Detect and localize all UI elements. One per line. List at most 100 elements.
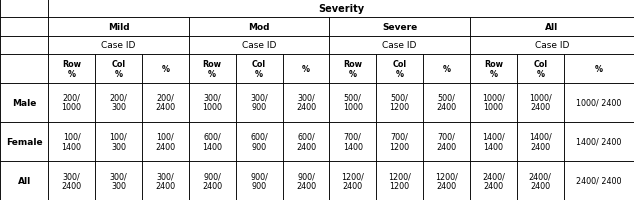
- Text: Mild: Mild: [108, 23, 129, 32]
- Bar: [564, 55, 634, 83]
- Text: Case ID: Case ID: [382, 41, 417, 50]
- Bar: [236, 122, 283, 161]
- Text: 700/
1200: 700/ 1200: [390, 132, 410, 151]
- Text: 1200/
1200: 1200/ 1200: [388, 171, 411, 190]
- Bar: [189, 83, 236, 122]
- Bar: [142, 55, 189, 83]
- Bar: [236, 161, 283, 200]
- Text: 700/
1400: 700/ 1400: [343, 132, 363, 151]
- Text: Col
%: Col %: [533, 60, 547, 78]
- Bar: [330, 122, 376, 161]
- Bar: [142, 122, 189, 161]
- Bar: [330, 36, 470, 55]
- Text: 300/
300: 300/ 300: [110, 171, 127, 190]
- Bar: [564, 161, 634, 200]
- Text: All: All: [545, 23, 559, 32]
- Text: Case ID: Case ID: [535, 41, 569, 50]
- Text: 500/
1000: 500/ 1000: [343, 93, 363, 112]
- Bar: [376, 83, 423, 122]
- Text: 1000/ 2400: 1000/ 2400: [576, 98, 621, 107]
- Text: 1400/
1400: 1400/ 1400: [482, 132, 505, 151]
- Bar: [423, 161, 470, 200]
- Bar: [0, 161, 48, 200]
- Text: 100/
2400: 100/ 2400: [155, 132, 176, 151]
- Bar: [48, 36, 189, 55]
- Text: Male: Male: [12, 98, 36, 107]
- Bar: [142, 161, 189, 200]
- Bar: [470, 161, 517, 200]
- Bar: [376, 122, 423, 161]
- Bar: [470, 122, 517, 161]
- Bar: [48, 0, 634, 18]
- Text: %: %: [595, 64, 603, 73]
- Text: Case ID: Case ID: [101, 41, 136, 50]
- Text: Severe: Severe: [382, 23, 417, 32]
- Text: %: %: [443, 64, 451, 73]
- Bar: [517, 55, 564, 83]
- Bar: [470, 18, 634, 36]
- Bar: [189, 55, 236, 83]
- Bar: [95, 83, 142, 122]
- Text: 300/
1000: 300/ 1000: [202, 93, 222, 112]
- Bar: [564, 122, 634, 161]
- Text: Row
%: Row %: [203, 60, 222, 78]
- Bar: [470, 83, 517, 122]
- Bar: [48, 122, 95, 161]
- Text: 200/
1000: 200/ 1000: [61, 93, 82, 112]
- Text: Col
%: Col %: [392, 60, 407, 78]
- Text: 100/
1400: 100/ 1400: [61, 132, 82, 151]
- Text: 1200/
2400: 1200/ 2400: [435, 171, 458, 190]
- Bar: [189, 122, 236, 161]
- Bar: [283, 55, 330, 83]
- Bar: [142, 83, 189, 122]
- Text: 1400/
2400: 1400/ 2400: [529, 132, 552, 151]
- Text: 600/
1400: 600/ 1400: [202, 132, 222, 151]
- Bar: [376, 161, 423, 200]
- Bar: [330, 18, 470, 36]
- Text: 500/
1200: 500/ 1200: [390, 93, 410, 112]
- Bar: [517, 83, 564, 122]
- Bar: [330, 83, 376, 122]
- Text: 200/
300: 200/ 300: [110, 93, 127, 112]
- Bar: [0, 36, 48, 55]
- Text: Case ID: Case ID: [242, 41, 276, 50]
- Bar: [236, 83, 283, 122]
- Bar: [236, 55, 283, 83]
- Bar: [517, 161, 564, 200]
- Text: 1000/
2400: 1000/ 2400: [529, 93, 552, 112]
- Text: 1200/
2400: 1200/ 2400: [341, 171, 365, 190]
- Text: 200/
2400: 200/ 2400: [155, 93, 176, 112]
- Text: Female: Female: [6, 137, 42, 146]
- Bar: [423, 55, 470, 83]
- Text: 1000/
1000: 1000/ 1000: [482, 93, 505, 112]
- Bar: [48, 83, 95, 122]
- Text: 300/
2400: 300/ 2400: [296, 93, 316, 112]
- Bar: [48, 161, 95, 200]
- Bar: [330, 55, 376, 83]
- Bar: [470, 55, 517, 83]
- Bar: [517, 122, 564, 161]
- Bar: [283, 161, 330, 200]
- Bar: [189, 36, 330, 55]
- Text: 300/
900: 300/ 900: [250, 93, 268, 112]
- Text: 1400/ 2400: 1400/ 2400: [576, 137, 621, 146]
- Bar: [0, 18, 48, 36]
- Text: Col
%: Col %: [112, 60, 126, 78]
- Text: Row
%: Row %: [62, 60, 81, 78]
- Bar: [189, 161, 236, 200]
- Text: 2400/
2400: 2400/ 2400: [482, 171, 505, 190]
- Bar: [95, 161, 142, 200]
- Text: 700/
2400: 700/ 2400: [436, 132, 456, 151]
- Bar: [423, 122, 470, 161]
- Text: All: All: [18, 176, 30, 185]
- Text: 2400/
2400: 2400/ 2400: [529, 171, 552, 190]
- Bar: [0, 83, 48, 122]
- Text: Severity: Severity: [318, 4, 364, 14]
- Bar: [423, 83, 470, 122]
- Text: 600/
2400: 600/ 2400: [296, 132, 316, 151]
- Text: %: %: [302, 64, 310, 73]
- Bar: [330, 161, 376, 200]
- Bar: [95, 55, 142, 83]
- Bar: [189, 18, 330, 36]
- Text: Col
%: Col %: [252, 60, 266, 78]
